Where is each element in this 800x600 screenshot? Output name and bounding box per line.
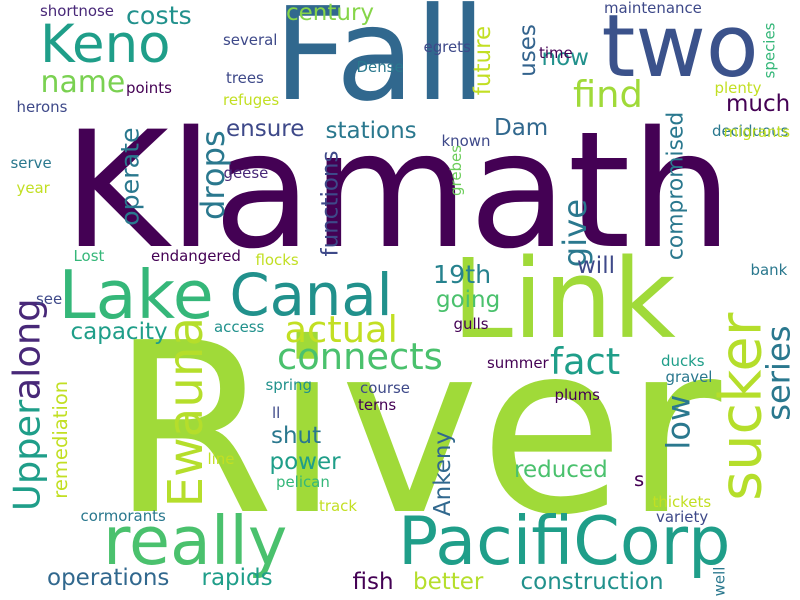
word-ll: ll	[272, 403, 281, 422]
word-refuges: refuges	[223, 90, 280, 109]
word-ensure: ensure	[226, 115, 305, 142]
word-variety: variety	[656, 507, 709, 526]
word-two: two	[601, 0, 759, 97]
word-along: along	[5, 297, 49, 400]
word-ewauna: Ewauna	[158, 316, 215, 508]
word-really: really	[103, 501, 288, 580]
word-plenty: plenty	[714, 78, 762, 97]
word-low: low	[658, 394, 697, 450]
word-pacificorp: PacifiCorp	[398, 501, 731, 580]
word-keno: Keno	[40, 13, 171, 75]
word-bank: bank	[750, 260, 788, 279]
word-fall: Fall	[273, 0, 487, 130]
word-reduced: reduced	[514, 456, 608, 483]
word-shortnose: shortnose	[40, 1, 114, 20]
word-shut: shut	[271, 422, 322, 449]
word-canal: Canal	[229, 262, 393, 329]
word-terns: terns	[358, 395, 397, 414]
word-stations: stations	[325, 117, 417, 144]
word-migrants: migrants	[723, 122, 791, 141]
word-summer: summer	[487, 353, 549, 372]
word-capacity: capacity	[70, 318, 168, 345]
word-rapids: rapids	[201, 564, 273, 591]
word-costs: costs	[126, 0, 192, 30]
word-actual: actual	[284, 307, 398, 351]
word-geese: geese	[223, 163, 269, 182]
word-will: will	[577, 252, 615, 279]
word-operate: operate	[115, 126, 145, 226]
word-cormorants: cormorants	[80, 506, 166, 525]
word-egrets: egrets	[423, 37, 471, 56]
word-now: now	[541, 44, 589, 71]
word-trees: trees	[226, 68, 264, 87]
word-uses: uses	[514, 23, 541, 77]
word-lake: Lake	[58, 255, 214, 334]
word-line: line	[207, 449, 235, 468]
word-name: name	[40, 65, 126, 100]
word-series: series	[759, 325, 798, 421]
word-several: several	[223, 30, 278, 49]
word-compromised: compromised	[663, 111, 689, 261]
word-grebes: grebes	[446, 144, 465, 196]
word-century: century	[286, 0, 375, 26]
word-plums: plums	[554, 385, 600, 404]
word-see: see	[36, 289, 63, 308]
word-pelican: pelican	[276, 472, 330, 491]
word-power: power	[269, 448, 341, 475]
word-dam: Dam	[494, 114, 549, 141]
word-better: better	[413, 568, 484, 595]
word-link: Link	[452, 235, 676, 363]
word-thickets: thickets	[652, 492, 712, 511]
word-s: s	[634, 468, 645, 491]
word-fish: fish	[352, 568, 394, 595]
word-herons: herons	[16, 97, 68, 116]
word-gravel: gravel	[665, 367, 713, 386]
word-deciduous: deciduous	[712, 121, 789, 140]
word-operations: operations	[47, 564, 170, 591]
word-future: future	[469, 25, 496, 95]
word-spring: spring	[265, 375, 313, 394]
word-connects: connects	[277, 334, 443, 378]
word-find: find	[573, 72, 643, 116]
word-19th: 19th	[433, 259, 492, 289]
word-functions: functions	[317, 150, 344, 256]
word-course: course	[360, 378, 410, 397]
word-going: going	[436, 286, 501, 313]
word-serve: serve	[10, 153, 52, 172]
word-endangered: endangered	[151, 246, 241, 265]
word-klamath: Klamath	[63, 96, 733, 284]
word-gulls: gulls	[453, 314, 489, 333]
word-river: River	[110, 292, 722, 567]
word-construction: construction	[520, 568, 664, 595]
word-upper: Upper	[4, 399, 48, 511]
word-species: species	[760, 22, 779, 78]
word-points: points	[126, 78, 172, 97]
word-access: access	[214, 317, 265, 336]
word-ducks: ducks	[661, 351, 705, 370]
word-much: much	[726, 90, 791, 117]
word-remediation: remediation	[49, 380, 73, 499]
word-well: well	[710, 566, 729, 596]
word-known: known	[441, 131, 491, 150]
word-year: year	[16, 178, 50, 197]
word-fact: fact	[550, 339, 621, 383]
word-lost: Lost	[73, 246, 105, 265]
word-time: time	[539, 43, 573, 62]
word-dense: Dense	[356, 57, 404, 76]
word-track: track	[319, 496, 358, 515]
word-ankeny: Ankeny	[429, 430, 456, 516]
word-maintenance: maintenance	[604, 0, 702, 17]
word-flocks: flocks	[255, 250, 299, 269]
